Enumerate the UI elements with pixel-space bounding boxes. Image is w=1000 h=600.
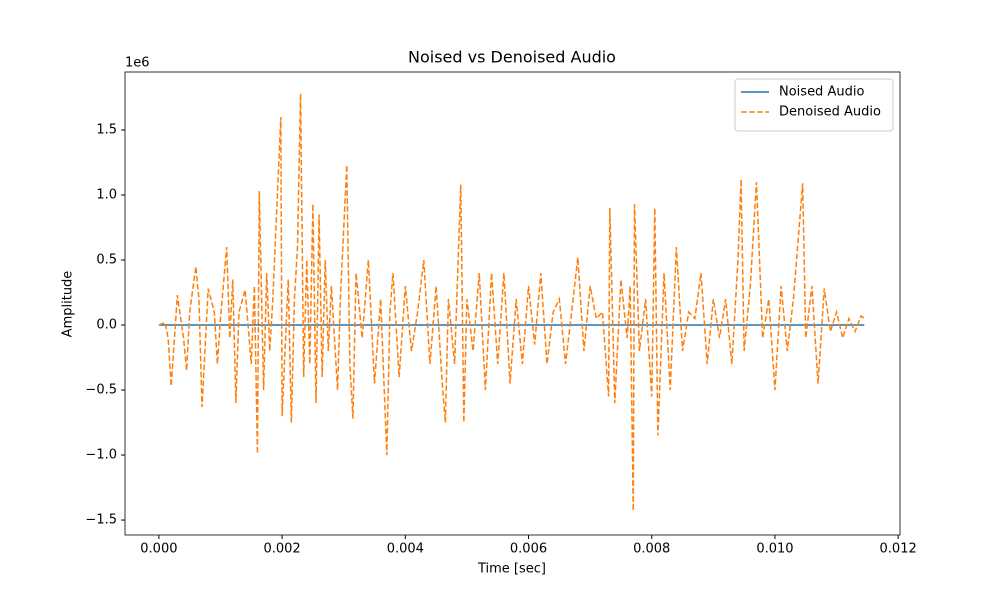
x-tick-label: 0.000: [140, 542, 177, 557]
y-tick-label: −0.5: [85, 383, 117, 398]
x-tick-label: 0.002: [263, 542, 300, 557]
y-axis-label: Amplitude: [61, 271, 76, 338]
y-offset-label: 1e6: [125, 56, 150, 71]
y-tick-label: 1.5: [96, 122, 117, 137]
x-tick-label: 0.010: [756, 542, 793, 557]
x-tick-label: 0.012: [880, 542, 917, 557]
chart-title: Noised vs Denoised Audio: [408, 48, 616, 67]
x-tick-label: 0.006: [510, 542, 547, 557]
legend-label: Denoised Audio: [779, 105, 881, 120]
legend-label: Noised Audio: [779, 85, 864, 100]
y-tick-label: −1.0: [85, 448, 117, 463]
x-axis-label: Time [sec]: [477, 562, 546, 577]
x-tick-label: 0.004: [387, 542, 424, 557]
plot-frame: [124, 71, 901, 536]
y-tick-label: 0.5: [96, 253, 117, 268]
legend-box: [734, 78, 894, 132]
y-tick-label: 0.0: [96, 318, 117, 333]
y-tick-label: −1.5: [85, 513, 117, 528]
series-line: [158, 93, 865, 511]
y-tick-label: 1.0: [96, 187, 117, 202]
x-tick-label: 0.008: [633, 542, 670, 557]
